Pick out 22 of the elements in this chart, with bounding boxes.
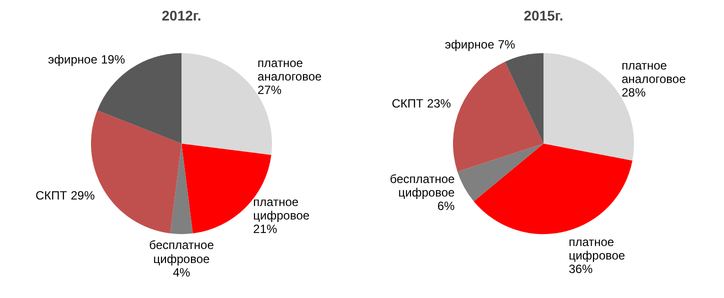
data-label: 36% [568,262,594,276]
data-label: 21% [253,222,278,236]
data-label: 4% [172,265,190,280]
data-label: 6% [437,199,456,214]
data-label: 7% [498,38,516,52]
data-label: 27% [258,83,282,98]
slice-label: платное аналоговое [622,58,686,86]
data-label: 19% [100,52,126,67]
slice-label: СКПТ [35,188,68,202]
data-label: 28% [622,86,646,100]
slice-label: СКПТ [392,96,424,110]
slice-label: бесплатное цифровое [149,238,214,266]
slice-label: эфирное [48,52,98,67]
slice-label: платное аналоговое [258,56,322,84]
data-label: 23% [426,96,452,110]
slice-label: бесплатное цифровое [390,172,456,200]
slice-label: платное цифровое [568,234,626,263]
chart-title: 2012г. [162,8,202,24]
data-label: 29% [70,188,96,202]
slice-label: платное цифровое [253,194,310,222]
chart-title: 2015г. [524,8,564,24]
slice-label: эфирное [444,38,495,52]
